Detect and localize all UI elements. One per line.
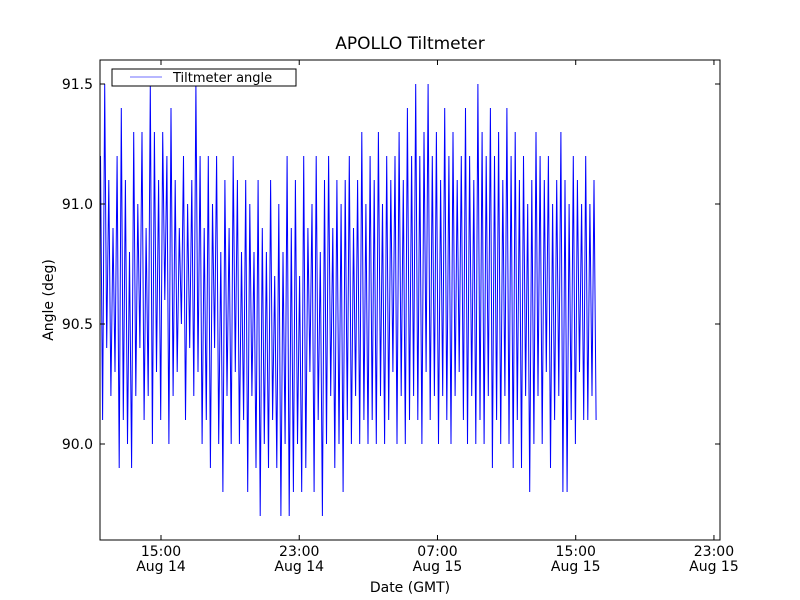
axes-frame <box>99 59 721 541</box>
x-tick-time-label: 07:00 <box>417 544 457 560</box>
legend-box <box>111 68 297 87</box>
chart-title: APOLLO Tiltmeter <box>335 34 485 54</box>
y-tick-label: 91.0 <box>62 197 93 213</box>
x-tick-date-label: Aug 14 <box>136 559 186 575</box>
x-axis-label: Date (GMT) <box>370 580 450 596</box>
x-tick-time-label: 15:00 <box>556 544 596 560</box>
legend: Tiltmeter angle <box>111 68 297 87</box>
y-tick-label: 90.0 <box>62 437 93 453</box>
x-tick-time-label: 15:00 <box>141 544 181 560</box>
x-tick-date-label: Aug 15 <box>689 559 739 575</box>
y-axis-label: Angle (deg) <box>41 259 57 341</box>
legend-label: Tiltmeter angle <box>172 71 272 86</box>
x-tick-date-label: Aug 15 <box>413 559 463 575</box>
series-line-tiltmeter-angle <box>100 83 597 517</box>
y-tick-label: 91.5 <box>62 77 93 93</box>
x-tick-time-label: 23:00 <box>279 544 319 560</box>
y-tick-label: 90.5 <box>62 317 93 333</box>
x-tick-time-label: 23:00 <box>694 544 734 560</box>
x-tick-date-label: Aug 15 <box>551 559 601 575</box>
x-tick-date-label: Aug 14 <box>274 559 324 575</box>
